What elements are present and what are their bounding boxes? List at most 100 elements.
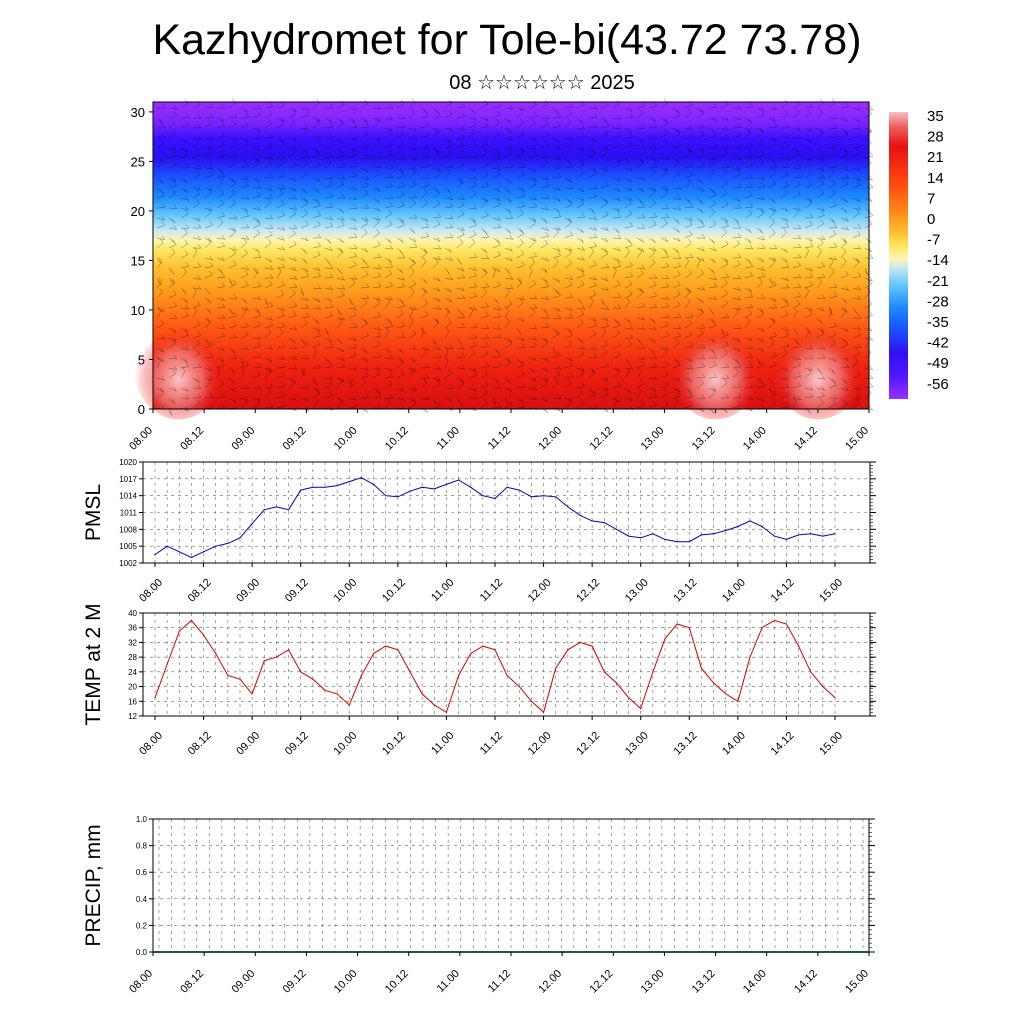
pmsl-point [166,545,168,547]
pmsl-point [640,537,642,539]
pmsl-point [154,553,156,556]
temp-point [360,674,363,677]
heatmap-xtick-label: 11.12 [486,425,513,452]
temp-point [372,652,375,655]
colorbar-label: 7 [927,190,935,207]
temp-point [542,711,545,713]
pmsl-point [579,514,581,516]
pmsl-point [530,496,533,498]
temp-xtick-label: 09.12 [283,730,311,758]
pmsl-point [518,489,520,491]
pmsl-point [834,533,836,535]
pmsl-point [810,533,812,535]
colorbar-label: -7 [927,232,940,249]
colorbar-label: -28 [927,293,949,310]
pmsl-xtick-label: 11.00 [429,577,456,604]
pmsl-point [287,509,290,511]
temp-grid [143,612,870,717]
temp-point [627,697,630,699]
heatmap-ytick-label: 5 [138,352,145,367]
temp-point [300,671,302,673]
pmsl-xtick-label: 13.00 [623,577,651,605]
temp-point [287,649,290,651]
pmsl-point [482,495,484,497]
pmsl-point [178,551,180,553]
pmsl-point [773,535,775,537]
pmsl-point [797,534,800,536]
temp-point [397,649,399,651]
temp-point [797,645,800,647]
temp-point [664,638,666,640]
temp-xtick-label: 10.12 [380,730,408,758]
pmsl-xtick-label: 13.12 [671,577,699,605]
pmsl-point [190,556,193,558]
temp-point [421,693,423,695]
temp-point [579,641,581,644]
temp-point [227,674,229,677]
precip-xtick-label: 10.00 [332,968,360,996]
heatmap-xtick-label: 14.12 [792,425,820,453]
pmsl-grid [143,461,870,564]
colorbar-label: -42 [927,335,949,352]
temp-point [312,678,314,680]
heatmap-xtick-label: 15.00 [843,425,871,453]
temp-ytick-label: 24 [128,668,137,677]
heatmap-xtick-label: 13.12 [690,425,718,453]
heatmap-ytick-label: 15 [131,253,145,268]
pmsl-ytick-label: 1011 [120,509,138,518]
temp-point [470,652,472,655]
temp-xtick-label: 14.12 [769,730,797,758]
pmsl-point [627,535,630,537]
pmsl-point [749,520,751,522]
precip-xtick-label: 08.12 [178,968,206,996]
temp-xtick-label: 13.00 [623,730,651,758]
pmsl-point [652,533,654,535]
temp-xtick-label: 09.00 [234,730,262,758]
pmsl-point [591,520,593,522]
temp-ylabel: TEMP at 2 M [82,603,105,725]
temp-point [822,685,824,688]
pmsl-point [737,525,739,528]
heatmap-xtick-label: 12.00 [536,425,564,453]
precip-xtick-label: 12.00 [536,968,564,996]
pmsl-xtick-label: 11.12 [478,577,505,604]
temp-point [518,685,520,688]
precip-xtick-label: 13.00 [639,968,667,996]
pmsl-ytick-label: 1014 [119,492,137,501]
pmsl-point [409,490,411,492]
pmsl-point [263,509,265,511]
pmsl-point [676,541,678,543]
chart-subtitle: 08 ☆☆☆☆☆☆ 2025 [449,72,635,94]
heatmap-xtick-label: 09.12 [281,425,309,453]
precip-ytick-label: 0.2 [136,921,148,930]
temp-point [676,623,678,625]
pmsl-point [555,496,557,498]
colorbar-label: -56 [927,376,949,393]
temp-ytick-label: 28 [128,653,137,662]
heatmap-ytick-label: 30 [131,105,145,120]
temp-point [834,697,836,699]
pmsl-point [433,488,435,490]
pmsl-point [822,535,824,537]
temp-point [251,693,253,695]
temp-point [385,645,387,647]
temp-xtick-label: 10.00 [331,730,359,758]
pmsl-point [700,534,703,536]
pmsl-point [397,496,399,498]
pmsl-point [506,486,508,488]
pmsl-point [202,551,205,553]
heatmap-ytick-label: 10 [131,303,145,318]
pmsl-point [239,537,241,539]
precip-xtick-label: 15.00 [843,968,871,996]
heatmap-xtick-label: 11.00 [435,425,462,452]
precip-xtick-label: 09.12 [281,968,309,996]
pmsl-xtick-label: 08.00 [137,577,165,605]
temp-point [555,667,557,669]
precip-xtick-label: 12.12 [587,968,615,996]
precip-xtick-label: 14.12 [792,968,820,996]
precip-xtick-label: 11.12 [486,968,513,995]
pmsl-point [603,522,605,524]
chart-title: Kazhydromet for Tole-bi(43.72 73.78) [152,16,862,64]
pmsl-point [421,486,423,488]
temp-point [700,667,703,669]
